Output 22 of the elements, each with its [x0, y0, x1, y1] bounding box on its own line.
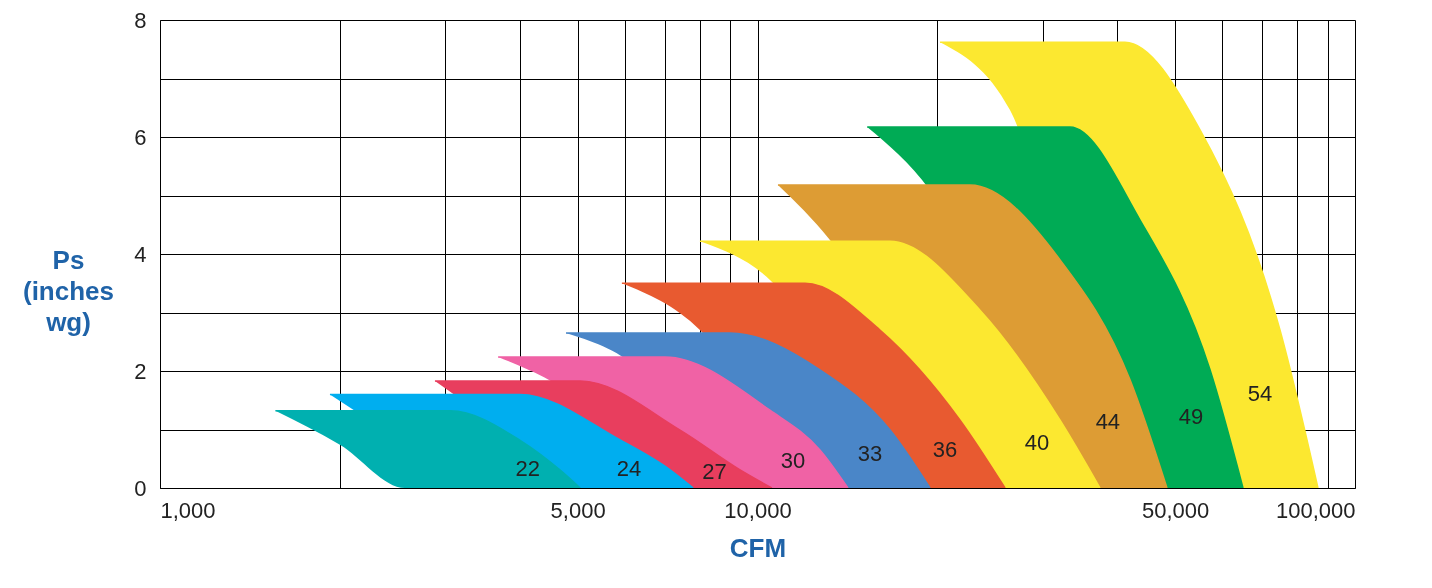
annotation: 22	[515, 456, 540, 482]
annotation: 30	[780, 448, 806, 474]
x-tick-label: 100,000	[1275, 497, 1356, 523]
y-tick-label: 2	[134, 358, 147, 384]
x-tick-label: 10,000	[724, 497, 792, 523]
y-axis-title: Ps (inches wg)	[22, 244, 115, 337]
annotation: 44	[1095, 409, 1121, 435]
annotation: 33	[857, 441, 883, 467]
y-tick-label: 4	[134, 241, 147, 267]
annotation: 24	[616, 455, 642, 481]
y-tick-label: 6	[134, 124, 147, 150]
annotation: 36	[932, 436, 958, 462]
x-tick-label: 50,000	[1141, 497, 1210, 523]
x-tick-label: 5,000	[550, 497, 606, 523]
y-tick-label: 0	[134, 475, 147, 501]
annotation: 27	[702, 459, 727, 485]
y-tick-label: 8	[134, 7, 147, 33]
annotation: 49	[1178, 403, 1204, 429]
x-axis-title: CFM	[729, 532, 787, 563]
annotation: 54	[1247, 381, 1273, 407]
annotation: 40	[1024, 430, 1050, 456]
x-tick-label: 1,000	[160, 497, 216, 523]
